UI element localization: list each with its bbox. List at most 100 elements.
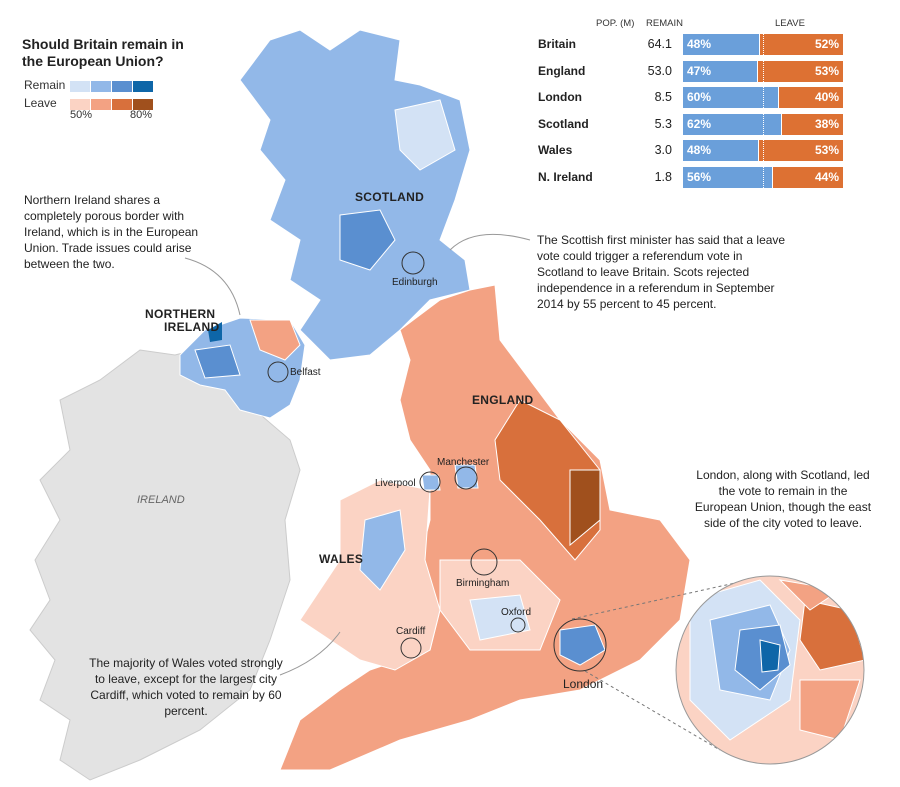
leave-percent: 40% [814,90,839,105]
result-bar: 60% 40% [683,87,843,109]
row-name: Scotland [538,116,589,131]
city-liverpool: Liverpool [375,478,416,489]
result-row: London 8.5 60% 40% [538,87,843,109]
remain-percent: 56% [687,170,712,184]
midpoint-line [763,87,764,109]
manchester-area [454,464,479,489]
legend-title: Should Britain remain in the European Un… [22,36,184,69]
label-wales: WALES [319,552,364,566]
label-northern-ireland-1: NORTHERN [145,307,216,321]
result-bar: 47% 53% [683,60,843,82]
leave-bar [758,60,843,82]
midpoint-line [763,167,764,188]
result-row: N. Ireland 1.8 56% 44% [538,167,843,188]
remain-percent: 60% [687,90,712,105]
header-leave: LEAVE [775,18,805,29]
inset-connector-bottom [584,670,721,751]
row-population: 5.3 [654,116,672,131]
midpoint-line [763,34,764,55]
remain-bar [683,113,782,135]
midpoint-line [763,60,764,82]
result-bar: 48% 52% [683,34,843,55]
annotation-scotland: The Scottish first minister has said tha… [537,233,786,311]
row-population: 1.8 [654,170,672,184]
legend-swatch-leave-0 [70,99,90,110]
legend-tick-high: 80% [130,109,153,121]
remain-percent: 48% [687,37,712,51]
result-bar: 48% 53% [683,140,843,162]
remain-percent: 62% [687,116,712,131]
london-inset [676,576,864,764]
manchester-circle [454,466,478,490]
london-area [559,624,606,666]
result-row: Wales 3.0 48% 53% [538,140,843,162]
result-row: Britain 64.1 48% 52% [538,34,843,55]
ni-leader-line [184,257,241,316]
leave-percent: 53% [814,63,839,78]
ni-mid-remain [194,344,241,379]
result-row: England 53.0 47% 53% [538,60,843,82]
scotland-strong-remain [339,209,396,271]
annotation-london: London, along with Scotland, led the vot… [694,468,872,530]
leave-bar [772,167,843,188]
ni-leave-area [249,319,301,361]
label-northern-ireland-2: IRELAND [164,320,220,334]
belfast-circle [267,361,289,383]
remain-bar [683,87,778,109]
result-row: Scotland 5.3 62% 38% [538,113,843,135]
ni-strong-remain [208,322,222,342]
city-cardiff: Cardiff [396,626,426,637]
leave-percent: 53% [814,143,839,158]
leave-bar [782,113,843,135]
legend-leave-label: Leave [24,96,57,110]
result-bar: 56% 44% [683,167,843,188]
row-name: England [538,63,586,78]
label-england: ENGLAND [472,393,534,407]
remain-bar [683,167,772,188]
oxford-circle [510,617,526,633]
leave-percent: 38% [814,116,839,131]
legend-swatch-leave-3 [133,99,153,110]
oxford-remain-area [469,594,531,641]
england-strong-leave [569,469,601,547]
row-name: N. Ireland [538,170,593,184]
leave-bar [779,87,843,109]
midpoint-line [763,113,764,135]
city-london: London [563,677,604,691]
row-population: 3.0 [654,143,672,158]
remain-percent: 47% [687,63,712,78]
inset-connector-top [571,582,736,620]
liverpool-area [421,474,441,491]
legend-remain-label: Remain [24,78,66,92]
wales-leader-line [279,631,341,676]
remain-bar [683,140,759,162]
london-inset-border [675,575,865,765]
label-ireland: IRELAND [137,494,185,506]
wales-remain-area [359,509,406,591]
header-remain: REMAIN [646,18,683,29]
legend-swatch-remain-2 [112,81,132,92]
city-birmingham: Birmingham [456,578,510,589]
london-circle [553,618,607,672]
legend-swatch-leave-2 [112,99,132,110]
row-name: Wales [538,143,573,158]
row-name: London [538,90,582,105]
remain-percent: 48% [687,143,712,158]
legend-swatch-leave-1 [91,99,111,110]
leave-bar [759,34,843,55]
edinburgh-circle [401,251,425,275]
midpoint-line [763,140,764,162]
annotation-wales: The majority of Wales voted strongly to … [89,656,283,718]
scotland-leader-line [449,233,531,251]
row-population: 64.1 [647,37,672,51]
remain-bar [683,34,759,55]
ireland-landmass [29,344,301,781]
legend-tick-low: 50% [70,109,93,121]
label-scotland: SCOTLAND [355,190,425,204]
leave-percent: 52% [814,37,839,51]
legend-swatch-remain-0 [70,81,90,92]
city-oxford: Oxford [501,607,532,618]
liverpool-circle [419,471,441,493]
